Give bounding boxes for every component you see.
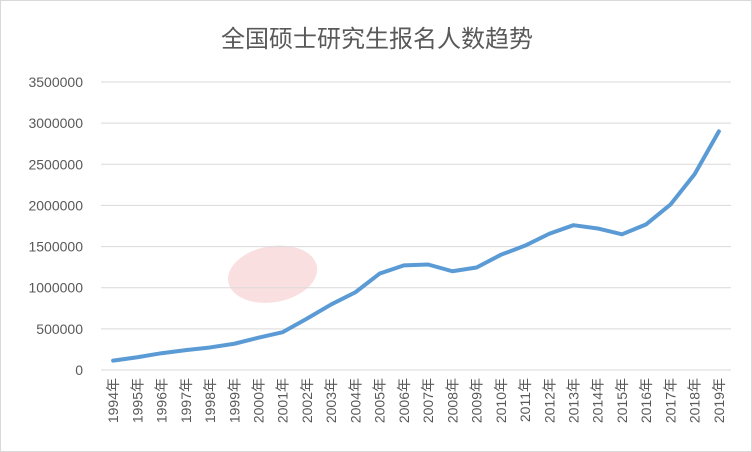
x-tick-label: 2002年 [299, 378, 315, 423]
x-tick-label: 2000年 [251, 378, 267, 423]
y-tick-label: 1000000 [28, 280, 83, 296]
x-tick-label: 1995年 [129, 378, 145, 423]
x-tick-label: 2006年 [396, 378, 412, 423]
y-tick-label: 2000000 [28, 197, 83, 213]
x-tick-label: 2016年 [638, 378, 654, 423]
y-tick-label: 500000 [36, 321, 83, 337]
x-tick-label: 2015年 [614, 378, 630, 423]
x-tick-label: 2005年 [372, 378, 388, 423]
x-tick-label: 2007年 [420, 378, 436, 423]
x-tick-label: 2011年 [517, 378, 533, 422]
x-tick-label: 1994年 [105, 378, 121, 423]
x-tick-label: 2012年 [541, 378, 557, 423]
y-tick-label: 3500000 [28, 74, 83, 90]
x-tick-label: 2019年 [711, 378, 727, 423]
x-tick-label: 1998年 [202, 378, 218, 423]
y-tick-label: 1500000 [28, 239, 83, 255]
chart-title: 全国硕士研究生报名人数趋势 [221, 25, 533, 53]
x-tick-label: 2008年 [444, 378, 460, 423]
y-tick-label: 0 [75, 362, 83, 378]
x-tick-label: 2017年 [662, 378, 678, 423]
x-tick-label: 2018年 [687, 378, 703, 423]
series-line [111, 129, 721, 363]
x-tick-label: 2010年 [493, 378, 509, 423]
x-tick-label: 2004年 [347, 378, 363, 423]
x-tick-label: 2001年 [275, 378, 291, 423]
y-tick-label: 2500000 [28, 156, 83, 172]
x-tick-label: 2014年 [590, 378, 606, 423]
eol-logo-icon [227, 245, 318, 303]
x-tick-label: 2009年 [469, 378, 485, 423]
x-tick-label: 2003年 [323, 378, 339, 423]
x-tick-label: 1996年 [154, 378, 170, 423]
x-tick-label: 1999年 [226, 378, 242, 423]
x-tick-label: 1997年 [178, 378, 194, 423]
x-tick-label: 2013年 [566, 378, 582, 423]
y-tick-label: 3000000 [28, 115, 83, 131]
